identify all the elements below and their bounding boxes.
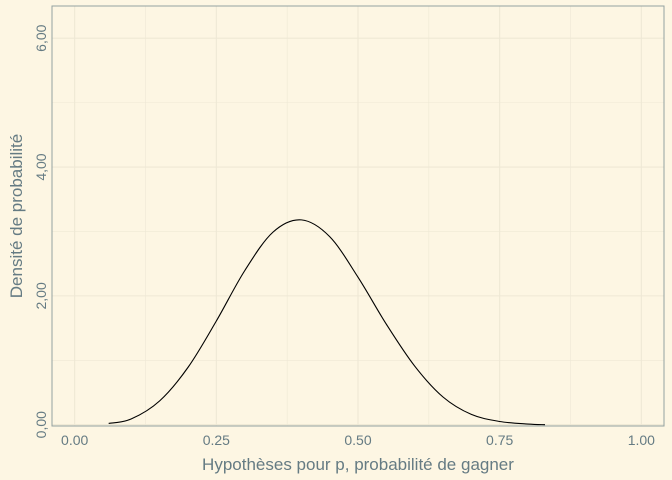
y-tick-label: 4,00	[33, 153, 49, 180]
x-tick-label: 0.00	[61, 432, 88, 448]
y-tick-label: 6,00	[33, 24, 49, 51]
x-tick-label: 0.50	[344, 432, 371, 448]
x-tick-label: 0.25	[203, 432, 230, 448]
x-tick-label: 0.75	[486, 432, 513, 448]
grid	[52, 6, 664, 426]
y-axis-ticks: 0,00 2,00 4,00 6,00	[33, 24, 49, 438]
panel-border	[51, 5, 665, 427]
x-axis-title: Hypothèses pour p, probabilité de gagner	[202, 455, 514, 474]
density-curve	[108, 219, 546, 426]
y-axis-title: Densité de probabilité	[7, 134, 26, 298]
x-tick-label: 1.00	[628, 432, 655, 448]
x-axis-ticks: 0.00 0.25 0.50 0.75 1.00	[61, 432, 655, 448]
y-tick-label: 2,00	[33, 282, 49, 309]
density-line	[108, 219, 546, 426]
y-tick-label: 0,00	[33, 411, 49, 438]
